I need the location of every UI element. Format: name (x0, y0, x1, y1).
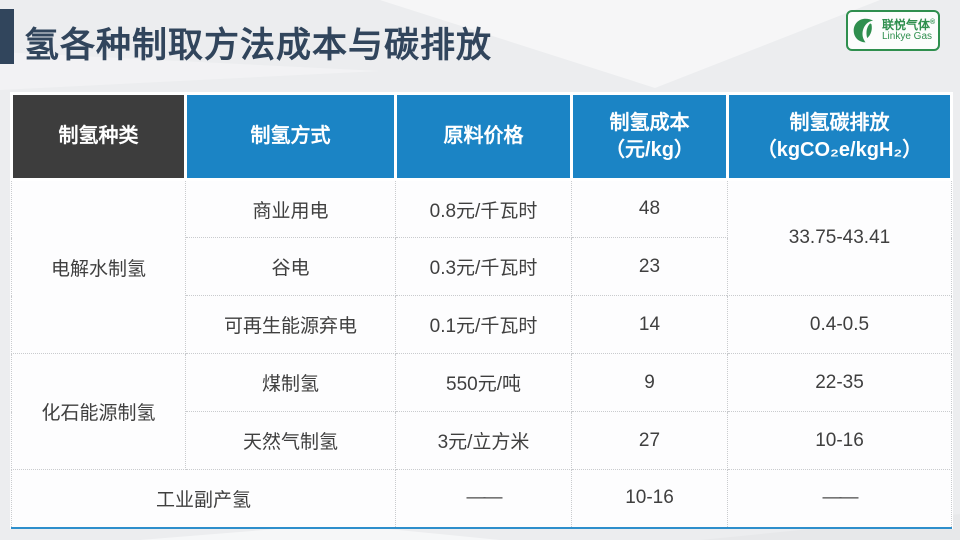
col-header-method: 制氢方式 (184, 92, 397, 181)
hydrogen-cost-table: 制氢种类 制氢方式 原料价格 制氢成本 （元/kg） 制氢碳排放 （kgCO₂e… (10, 92, 953, 529)
cell-cost: 27 (571, 411, 728, 470)
header-row: 制氢种类 制氢方式 原料价格 制氢成本 （元/kg） 制氢碳排放 （kgCO₂e… (10, 92, 953, 181)
cell-type-byproduct: 工业副产氢 (11, 469, 396, 529)
col-header-feedstock-price: 原料价格 (394, 92, 573, 181)
cell-type-electrolysis: 电解水制氢 (11, 179, 186, 354)
cell-cost: 14 (571, 295, 728, 354)
col-header-carbon-emission: 制氢碳排放 （kgCO₂e/kgH₂） (726, 92, 953, 181)
cell-price: 3元/立方米 (395, 411, 572, 470)
page-title: 氢各种制取方法成本与碳排放 (24, 26, 493, 65)
logo-text: 联悦气体® Linkye Gas (882, 19, 935, 42)
table-row: 工业副产氢 —— 10-16 —— (11, 469, 952, 529)
col-header-cost: 制氢成本 （元/kg） (570, 92, 729, 181)
cell-method: 谷电 (185, 237, 396, 296)
cell-emission: —— (727, 469, 952, 529)
cell-type-fossil: 化石能源制氢 (11, 353, 186, 470)
registered-mark: ® (930, 18, 936, 26)
title-accent-bar (0, 9, 14, 64)
col-header-hydrogen-type: 制氢种类 (10, 92, 187, 181)
cell-price: 550元/吨 (395, 353, 572, 412)
cell-emission: 0.4-0.5 (727, 295, 952, 354)
cell-price: —— (395, 469, 572, 529)
cell-price: 0.1元/千瓦时 (395, 295, 572, 354)
table-row: 电解水制氢 商业用电 0.8元/千瓦时 48 33.75-43.41 (11, 179, 952, 354)
linkye-gas-logo: 联悦气体® Linkye Gas (846, 10, 940, 51)
cell-emission: 22-35 (727, 353, 952, 412)
cell-emission: 33.75-43.41 (727, 179, 952, 296)
table-row: 谷电 0.3元/千瓦时 23 (12, 237, 952, 296)
cell-method: 天然气制氢 (185, 411, 396, 470)
cell-price: 0.8元/千瓦时 (395, 179, 572, 238)
cell-cost: 10-16 (571, 469, 728, 529)
cell-cost: 23 (571, 237, 728, 296)
cell-cost: 9 (571, 353, 728, 412)
cell-price: 0.3元/千瓦时 (395, 237, 572, 296)
cell-emission: 10-16 (727, 411, 952, 470)
logo-name-en: Linkye Gas (882, 30, 933, 42)
table-row: 化石能源制氢 煤制氢 550元/吨 9 22-35 (11, 353, 952, 470)
logo-name-cn: 联悦气体® (882, 17, 936, 32)
cell-method: 可再生能源弃电 (185, 295, 396, 354)
linkye-swoosh-icon (853, 18, 874, 43)
cell-method: 煤制氢 (185, 353, 396, 412)
cell-cost: 48 (571, 179, 728, 238)
cell-method: 商业用电 (185, 179, 396, 238)
table-row: 可再生能源弃电 0.1元/千瓦时 14 0.4-0.5 (12, 295, 952, 354)
